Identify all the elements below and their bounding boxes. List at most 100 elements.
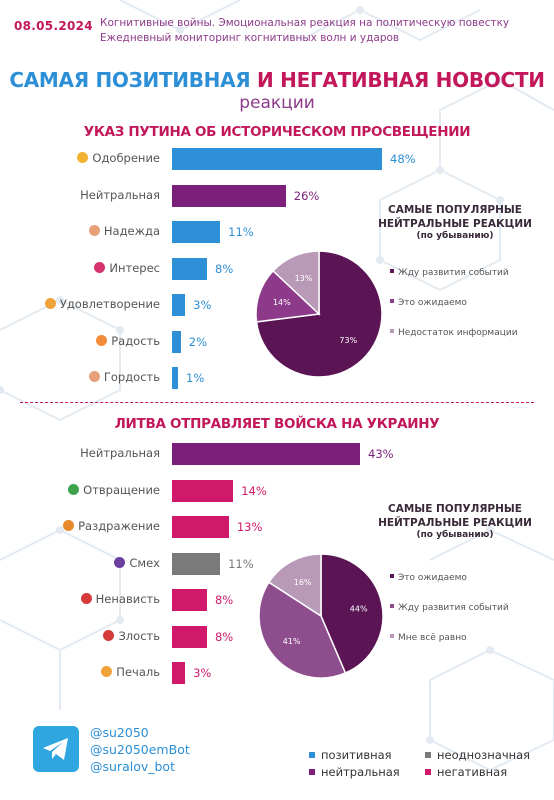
pie-1-title: САМЫЕ ПОПУЛЯРНЫЕ НЕЙТРАЛЬНЫЕ РЕАКЦИИ	[378, 204, 532, 230]
main-title-positive: САМАЯ ПОЗИТИВНАЯ	[9, 68, 251, 92]
chart-1-category-text: Удовлетворение	[59, 297, 160, 311]
chart-2-value-label: 3%	[193, 666, 212, 680]
hate-icon	[80, 593, 92, 604]
chart-2-value-label: 8%	[214, 593, 234, 607]
handle-1[interactable]: @su2050	[90, 725, 149, 740]
chart-1-category-text: Одобрение	[92, 151, 160, 165]
satisfied-icon	[44, 298, 56, 309]
pie-2-legend-item: Мне всё равно	[390, 632, 520, 644]
chart-2-bar	[172, 479, 234, 502]
chart-2-category-text: Отвращение	[83, 482, 160, 497]
pie-1-legend-item: Недостаток информации	[390, 327, 520, 339]
chart-1-bar	[172, 330, 181, 353]
chart-2-category-label: Злость	[103, 629, 160, 643]
chart-1-value-label: 11%	[228, 225, 254, 239]
main-title-negative: НЕГАТИВНАЯ НОВОСТИ	[280, 68, 545, 92]
chart-1-value-label: 2%	[188, 334, 207, 349]
pie-1-legend-label: Недостаток информации	[398, 328, 518, 338]
pie-2-legend: Это ожидаемо Жду развития событий Мне всё …	[390, 572, 520, 662]
chart-2-category-label: Нейтральная	[80, 446, 160, 460]
legend-neutral: нейтральная	[309, 761, 400, 780]
chart-1-title: УКАЗ ПУТИНА ОБ ИСТОРИЧЕСКОМ ПРОСВЕЩЕНИИ	[83, 124, 471, 140]
joy-icon	[96, 334, 108, 346]
report-date: 08.05.2024	[14, 19, 93, 33]
chart-1-bar	[172, 148, 382, 170]
chart-1-value-label: 48%	[390, 152, 416, 166]
pie-1-slice	[255, 269, 321, 323]
chart-2-bar	[172, 589, 207, 611]
chart-2-value-label: 11%	[228, 556, 254, 571]
chart-2-category-label: Печаль	[101, 665, 160, 679]
pie-2-title: САМЫЕ ПОПУЛЯРНЫЕ НЕЙТРАЛЬНЫЕ РЕАКЦИИ	[378, 503, 532, 529]
laugh-icon	[114, 556, 126, 568]
chart-1-category-label: Нейтральная	[80, 188, 160, 202]
chart-2-category-label: Раздражение	[63, 519, 160, 533]
chart-1-bar	[172, 184, 286, 207]
telegram-logo	[33, 726, 79, 772]
pie-2-legend-label: Жду развития событий	[398, 603, 509, 613]
chart-1-value-label: 8%	[215, 261, 234, 276]
pie-2-value-label: 16%	[294, 578, 312, 587]
telegram-icon	[43, 738, 68, 760]
pride-icon	[88, 371, 100, 382]
chart-2-category-text: Ненависть	[95, 592, 160, 606]
chart-2-value-label: 8%	[214, 629, 234, 644]
pie-1-legend-item: Жду развития событий	[390, 267, 520, 279]
pie-1-legend-label: Жду развития событий	[398, 268, 509, 278]
pie-2: 44% 41% 16%	[258, 553, 384, 679]
handle-2[interactable]: @su2050emBot	[90, 742, 190, 757]
handle-3[interactable]: @suralov_bot	[90, 759, 175, 774]
main-title: САМАЯ ПОЗИТИВНАЯ И НЕГАТИВНАЯ НОВОСТИ	[0, 68, 554, 92]
chart-2-bar	[172, 625, 207, 648]
pie-1-legend: Жду развития событий Это ожидаемо Недостат…	[390, 267, 520, 357]
pie-1-value-label: 13%	[295, 274, 313, 283]
legend-negative-swatch	[425, 769, 431, 775]
chart-2-bar	[172, 516, 229, 538]
pie-1-legend-swatch	[390, 269, 394, 273]
pie-2-legend-swatch	[390, 604, 394, 608]
legend-ambiguous: неоднозначная	[425, 744, 530, 763]
pie-2-legend-item: Это ожидаемо	[390, 572, 520, 584]
pie-1-slice	[272, 250, 320, 316]
legend-ambiguous-label: неоднозначная	[437, 748, 531, 762]
legend-ambiguous-swatch	[425, 752, 431, 758]
interest-icon	[94, 261, 106, 273]
pie-1-legend-item: Это ожидаемо	[390, 297, 520, 309]
pie-2-legend-swatch	[390, 574, 394, 578]
chart-1-bar	[172, 221, 221, 243]
chart-1-category-label: Интерес	[94, 261, 160, 275]
pie-2-legend-label: Это ожидаемо	[398, 573, 467, 583]
pie-2-slice	[267, 553, 322, 618]
pie-1-legend-label: Это ожидаемо	[398, 298, 467, 308]
anger-icon	[103, 629, 115, 641]
chart-1-category-text: Надежда	[103, 224, 160, 238]
chart-1-category-label: Одобрение	[77, 151, 160, 165]
chart-2-title: ЛИТВА ОТПРАВЛЯЕТ ВОЙСКА НА УКРАИНУ	[114, 416, 440, 432]
chart-1-category-label: Гордость	[88, 370, 160, 384]
chart-1-category-text: Нейтральная	[80, 187, 160, 202]
chart-1-category-text: Радость	[111, 333, 160, 348]
header-line-1: Когнитивные войны. Эмоциональная реакция…	[100, 17, 510, 29]
chart-2-bar	[172, 662, 186, 684]
section-divider	[20, 402, 534, 403]
pie-2-slice	[258, 581, 347, 679]
chart-2-value-label: 13%	[236, 520, 263, 534]
chart-1-category-label: Надежда	[88, 224, 160, 238]
chart-1-bar	[172, 294, 186, 316]
pie-2-legend-label: Мне всё равно	[398, 633, 467, 643]
pie-1-subtitle: (по убыванию)	[416, 231, 494, 241]
pie-1-value-label: 73%	[339, 336, 357, 345]
header-line-2: Ежедневный мониторинг когнитивных волн и…	[100, 32, 400, 44]
chart-2-category-label: Смех	[114, 556, 160, 570]
chart-1-category-text: Интерес	[109, 260, 160, 275]
pie-2-legend-item: Жду развития событий	[390, 602, 520, 614]
chart-2-category-text: Смех	[129, 555, 160, 570]
chart-2-category-text: Нейтральная	[80, 446, 160, 460]
chart-1-bar	[172, 367, 178, 389]
chart-2-bar	[172, 552, 221, 575]
pie-1: 73% 14% 13%	[255, 250, 383, 378]
chart-2-category-text: Раздражение	[78, 519, 160, 533]
pie-2-slice	[320, 553, 384, 674]
chart-1-category-label: Удовлетворение	[44, 297, 160, 311]
